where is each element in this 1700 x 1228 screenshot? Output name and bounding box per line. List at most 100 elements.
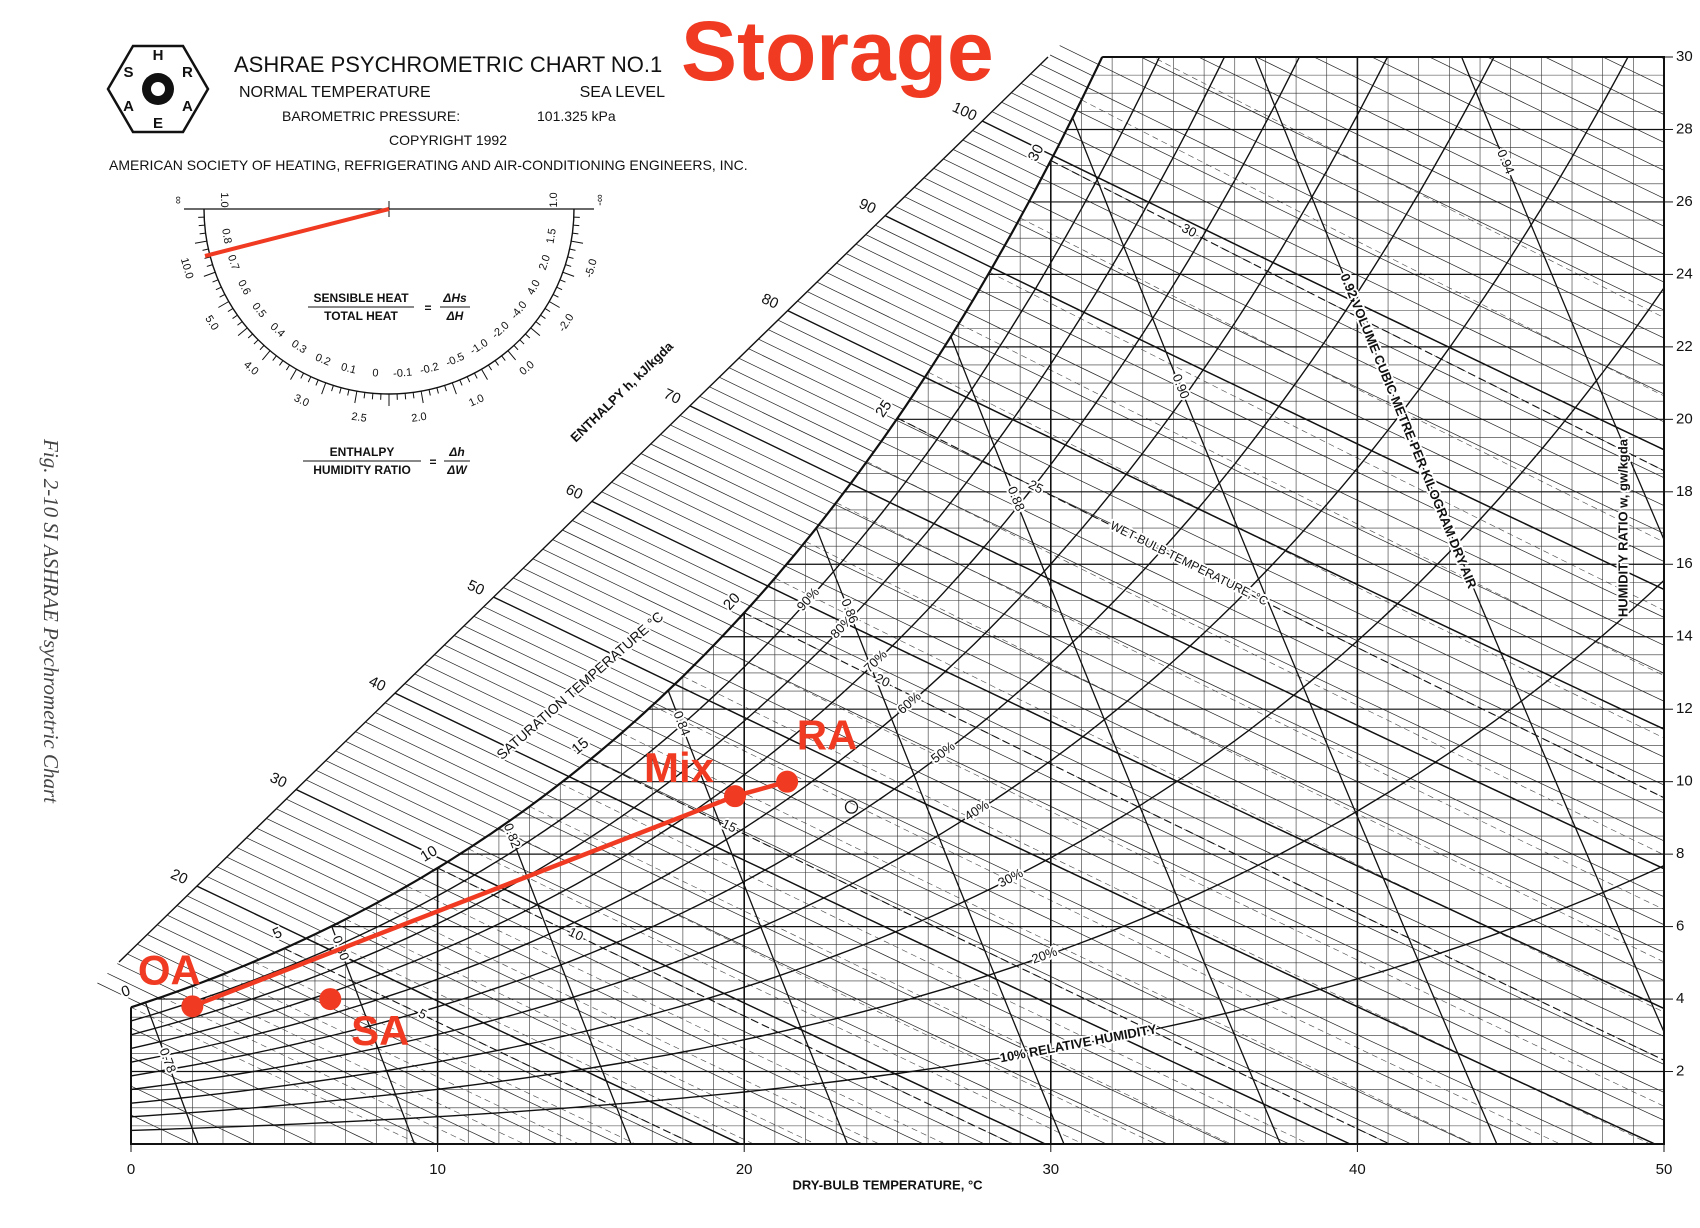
ratio-formula: ENTHALPY HUMIDITY RATIO = Δh ΔW [303,445,470,477]
enthalpy-extension [689,405,851,485]
enthalpy-line [924,376,1664,1144]
process-line [191,779,788,1009]
x-tick-label: 50 [1656,1161,1673,1178]
formula-denominator: ΔH [446,309,464,323]
state-point [181,995,204,1018]
rh-curve [131,57,1175,1022]
shr-formula: SENSIBLE HEAT TOTAL HEAT = ΔHs ΔH [308,291,470,323]
x-tick-label: 30 [1042,1161,1059,1178]
volume-label: 0.84 [670,709,693,738]
logo-letter: S [124,64,134,81]
wet-bulb-line [590,758,1404,1144]
enthalpy-title: ENTHALPY h, kJ/kgda [567,338,676,445]
protractor-outer-label: 5.0 [202,313,220,332]
enthalpy-line [1052,155,1664,1144]
y-tick-label: 24 [1676,265,1693,282]
x-axis-title: DRY-BULB TEMPERATURE, °C [792,1177,983,1192]
volume-label: 0.94 [1494,147,1518,176]
state-point [724,785,747,808]
enthalpy-label: 90 [856,195,878,217]
rh-curve [131,865,1664,1132]
rh-label: 30% [995,865,1025,890]
state-point [776,770,799,793]
enthalpy-extension [295,788,448,863]
logo-sun-core [151,82,165,96]
protractor-outer-label: 4.0 [241,359,260,378]
y-tick-label: 14 [1676,628,1693,645]
logo-letter: R [182,64,193,81]
enthalpy-scale [118,56,1049,963]
volume-label: 0.88 [1005,484,1028,513]
y-tick-label: 20 [1676,410,1693,427]
logo-letter: E [153,115,163,132]
formula-numerator: SENSIBLE HEAT [313,291,409,305]
wet-bulb-line [743,612,1664,1061]
formula-denominator: ΔW [446,463,468,477]
enthalpy-line [850,482,1664,1144]
protractor-inner-label: 0.2 [313,351,332,368]
wet-bulb-label: 5 [416,1006,429,1023]
wet-bulb-line [897,417,1664,799]
protractor-inner-label: 0.3 [289,338,308,356]
y-tick-label: 30 [1676,48,1693,65]
formula-equals: = [424,301,431,315]
protractor-inner-label: 0.5 [249,301,268,320]
protractor-outer-label: 1.0 [467,392,486,409]
formula-numerator: ENTHALPY [330,445,395,459]
y-tick-label: 10 [1676,773,1693,790]
protractor-outer-label: 3.0 [292,392,311,409]
rh-curve [131,579,1664,1118]
protractor-outer-label: ∞ [172,196,184,204]
x-tick-label: 40 [1349,1161,1366,1178]
y-tick-label: 26 [1676,193,1693,210]
enthalpy-extension [493,596,676,685]
enthalpy-line [305,937,741,1144]
y-tick-label: 16 [1676,555,1693,572]
y-tick-label: 18 [1676,483,1693,500]
logo-letter: A [182,98,193,115]
protractor-shr-line [204,207,390,258]
formula-equals: = [429,455,436,469]
formula-denominator: TOTAL HEAT [324,309,398,323]
chart-border [130,56,1665,1145]
saturation-curve [130,56,1104,1009]
enthalpy-label: 20 [168,866,190,888]
copyright: COPYRIGHT 1992 [389,132,507,148]
protractor-inner-label: 0.6 [235,278,253,297]
protractor-inner-label: 0.7 [225,253,241,271]
altitude: SEA LEVEL [580,84,665,101]
rh-curve [131,57,1389,1063]
enthalpy-extension [787,309,926,378]
enthalpy-label: 80 [759,290,781,312]
minor-wet-bulb-lines [131,57,1664,1144]
rh-curve [131,57,1497,1077]
protractor-inner-label: 1.0 [218,192,230,207]
protractor-inner-label: -4.0 [509,299,530,321]
saturation-label: 30 [1025,142,1048,165]
protractor-inner-label: 0.8 [219,228,233,245]
protractor-inner-label: -2.0 [490,319,512,341]
volume-label: 0.90 [1169,372,1192,401]
logo-letter: A [123,98,134,115]
state-label: SA [351,1007,409,1054]
rh-curve [131,57,1634,1091]
protractor-inner-label: 1.5 [544,228,558,245]
y-tick-label: 12 [1676,700,1693,717]
pressure-value: 101.325 kPa [537,108,616,124]
x-tick-label: 0 [127,1161,135,1178]
saturation-label: 25 [872,397,895,420]
enthalpy-line [447,861,1046,1144]
protractor-inner-label: 4.0 [525,278,543,297]
formula-numerator: ΔHs [442,291,467,305]
stamp: Storage [681,4,994,98]
protractor-outer-label: 2.5 [351,411,368,425]
y-tick-label: 4 [1676,990,1684,1007]
protractor-inner-label: -0.2 [419,361,440,377]
enthalpy-extension [196,885,307,940]
wet-bulb-line [1050,160,1664,472]
y-tick-label: 28 [1676,120,1693,137]
